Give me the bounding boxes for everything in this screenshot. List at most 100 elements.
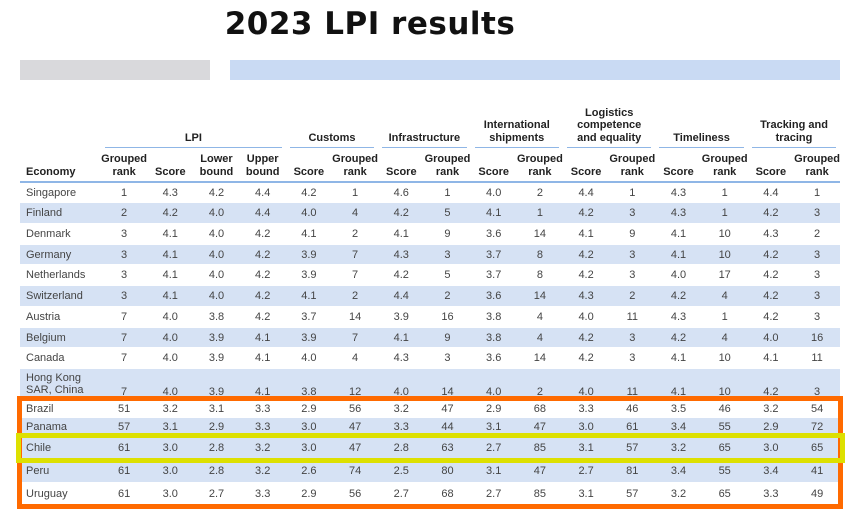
table-cell: 3.9 — [301, 248, 317, 261]
table-cell: 5 — [444, 207, 451, 219]
table-cell: 1 — [536, 207, 543, 219]
table-cell: 9 — [444, 228, 451, 240]
table-cell: 4.2 — [255, 248, 271, 261]
table-cell: 3 — [121, 290, 128, 302]
table-cell: 1 — [721, 311, 728, 323]
table-cell: 3.1 — [486, 421, 502, 433]
table-cell: 4.1 — [486, 207, 502, 219]
table-cell: 3.0 — [301, 442, 317, 454]
table-cell: 3.1 — [162, 421, 178, 433]
table-cell: 3.2 — [255, 442, 271, 454]
economy-name: Singapore — [26, 186, 77, 199]
table-cell: 3.2 — [393, 402, 409, 415]
table-cell: 7 — [121, 386, 128, 398]
table-cell: 2.9 — [486, 402, 502, 415]
table-row: Brazil 51 3.2 3.1 3.3 2.9 56 3.2 47 2.9 68 3.3 46 3.5… — [20, 400, 840, 418]
table-cell: 4.0 — [763, 331, 779, 344]
table-cell: 4.0 — [301, 207, 317, 219]
group-header: Customs — [289, 100, 375, 148]
economy-name: Brazil — [26, 402, 54, 415]
table-cell: 3.2 — [162, 402, 178, 415]
table-cell: 4.1 — [255, 386, 271, 398]
table-cell: 3.9 — [208, 386, 225, 398]
table-cell: 2 — [536, 386, 543, 398]
table-cell: 3.6 — [486, 290, 502, 302]
table-cell: 16 — [441, 311, 454, 323]
table-row: Singapore 1 4.3 4.2 4.4 4.2 1 4.6 1 4.0 2 4.4 1 4.3 1 4… — [20, 183, 840, 203]
table-cell: 81 — [626, 465, 639, 477]
table-cell: 4 — [721, 290, 728, 302]
column-header: Grouped rank — [332, 153, 379, 178]
table-cell: 2 — [629, 290, 636, 302]
economy-name: Canada — [26, 352, 65, 364]
column-header: Grouped rank — [101, 153, 148, 178]
table-cell: 4 — [536, 311, 543, 323]
table-row: Germany 3 4.1 4.0 4.2 3.9 7 4.3 3 3.7 8 4.2 3 4.1 10 4.… — [20, 245, 840, 265]
table-cell: 3.7 — [486, 248, 502, 261]
table-cell: 8 — [536, 269, 543, 281]
table-cell: 2.5 — [393, 465, 409, 477]
column-header: Grouped rank — [609, 153, 656, 178]
table-cell: 54 — [810, 402, 824, 415]
table-cell: 4.0 — [162, 352, 178, 364]
table-cell: 3.2 — [763, 402, 779, 415]
table-cell: 4.2 — [255, 269, 271, 281]
table-cell: 14 — [441, 386, 454, 398]
table-row: Austria 7 4.0 3.8 4.2 3.7 14 3.9 16 3.8 4 4.0 11 4.3 1… — [20, 307, 840, 328]
table-cell: 3.1 — [486, 465, 502, 477]
table-cell: 4.3 — [670, 311, 687, 323]
table-cell: 2.9 — [763, 421, 779, 433]
table-cell: 1 — [629, 186, 636, 199]
economy-name: Peru — [26, 465, 50, 477]
table-cell: 14 — [348, 311, 362, 323]
economy-name: Switzerland — [26, 290, 83, 302]
table-cell: 17 — [718, 269, 731, 281]
column-header: Lower bound — [199, 153, 234, 178]
table-row: Panama 57 3.1 2.9 3.3 3.0 47 3.3 44 3.1 47 3.0 61 3.4… — [20, 418, 840, 437]
group-header: Logistics competence and equality — [567, 100, 652, 148]
table-cell: 46 — [626, 402, 639, 415]
table-cell: 4.1 — [162, 228, 178, 240]
table-cell: 3.3 — [255, 487, 271, 500]
header-rule — [20, 181, 840, 183]
economy-name: Germany — [26, 248, 72, 261]
table-cell: 3 — [814, 311, 821, 323]
table-cell: 4.3 — [670, 186, 687, 199]
table-cell: 3 — [121, 228, 128, 240]
column-header: Score — [755, 165, 787, 178]
table-cell: 85 — [533, 442, 547, 454]
column-header: Upper bound — [245, 153, 280, 178]
table-cell: 9 — [444, 331, 451, 344]
table-cell: 10 — [718, 228, 731, 240]
table-cell: 3 — [629, 331, 636, 344]
table-cell: 3.6 — [486, 352, 502, 364]
column-header: Score — [570, 165, 602, 178]
group-header: Infrastructure — [382, 100, 467, 148]
table-cell: 3 — [814, 207, 821, 219]
table-cell: 3.8 — [208, 311, 225, 323]
table-cell: 3.9 — [301, 331, 317, 344]
table-cell: 3.4 — [763, 465, 779, 477]
table-cell: 4.3 — [670, 207, 687, 219]
table-cell: 2.6 — [301, 465, 317, 477]
table-cell: 85 — [533, 487, 547, 500]
table-cell: 4.1 — [670, 352, 687, 364]
table-cell: 3 — [629, 269, 636, 281]
table-cell: 4.1 — [578, 228, 594, 240]
table-cell: 5 — [444, 269, 451, 281]
table-cell: 4.0 — [670, 269, 687, 281]
table-cell: 3.0 — [162, 442, 178, 454]
table-cell: 4.0 — [301, 352, 317, 364]
table-cell: 51 — [117, 402, 131, 415]
table-cell: 3.1 — [208, 402, 225, 415]
table-cell: 61 — [117, 487, 131, 500]
table-cell: 3.9 — [393, 311, 409, 323]
table-cell: 2.7 — [486, 487, 502, 500]
table-cell: 3 — [121, 269, 128, 281]
table-cell: 4.2 — [578, 269, 594, 281]
table-cell: 2.9 — [208, 421, 225, 433]
table-cell: 44 — [441, 421, 454, 433]
table-cell: 4.1 — [301, 290, 317, 302]
table-cell: 1 — [352, 186, 359, 199]
table-cell: 7 — [121, 331, 128, 344]
